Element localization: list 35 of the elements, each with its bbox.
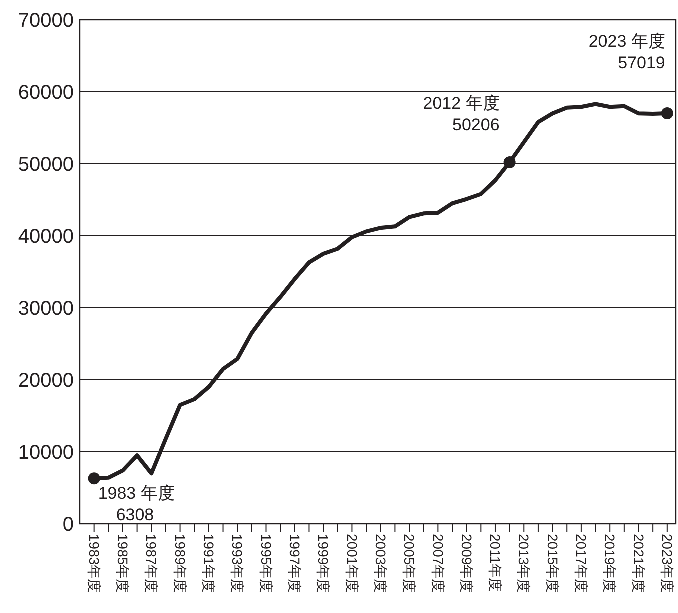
annotation: 2023 年度 57019 [588, 32, 666, 72]
x-tick-label: 1993年度 [230, 534, 246, 594]
annotation: 1983 年度 6308 [98, 484, 175, 524]
x-tick-label: 1985年度 [115, 534, 132, 594]
x-tick-label: 2013年度 [516, 534, 532, 594]
point [661, 107, 674, 120]
y-tick-label: 20000 [18, 370, 74, 392]
point [504, 156, 516, 169]
y-tick-label: 10000 [18, 442, 74, 464]
x-tick-label: 1987年度 [144, 534, 160, 594]
annotation: 2012 年度 50206 [423, 94, 500, 134]
x-tick-label: 1991年度 [201, 534, 218, 594]
x-tick-label: 2005年度 [402, 534, 418, 594]
y-tick-label: 50000 [18, 154, 74, 176]
x-tick-label: 1983年度 [86, 534, 102, 594]
x-tick-label: 2015年度 [544, 534, 561, 594]
y-tick-label: 70000 [18, 10, 74, 32]
x-tick-label: 2009年度 [458, 534, 475, 594]
x-tick-label: 2017年度 [574, 534, 590, 594]
x-tick-label: 2011年度 [488, 534, 504, 592]
point [88, 472, 100, 485]
x-tick-label: 1995年度 [258, 534, 274, 594]
x-tick-label: 2023年度 [660, 534, 676, 594]
y-tick-label: 40000 [18, 226, 74, 248]
x-tick-label: 2001年度 [344, 534, 360, 594]
y-tick-label: 60000 [18, 82, 74, 104]
x-tick-label: 1999年度 [316, 534, 332, 594]
x-tick-label: 2021年度 [630, 534, 647, 594]
x-tick-label: 1997年度 [287, 534, 304, 594]
x-tick-label: 1989年度 [172, 534, 188, 594]
x-tick-label: 2003年度 [372, 534, 389, 594]
y-tick-label: 0 [62, 514, 74, 536]
x-tick-label: 2019年度 [602, 534, 618, 594]
y-tick-label: 30000 [18, 298, 74, 320]
x-tick-label: 2007年度 [430, 534, 446, 594]
